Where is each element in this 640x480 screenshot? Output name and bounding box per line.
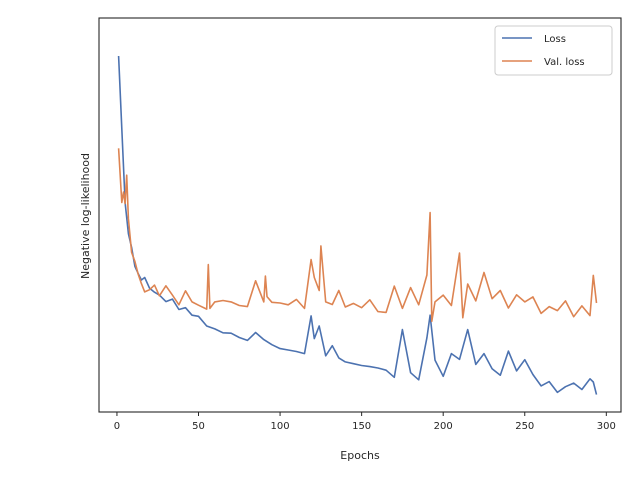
series-line-val-loss [117,148,598,323]
x-tick-label: 50 [192,421,205,432]
x-tick-label: 150 [352,421,371,432]
y-axis-label: Negative log-likelihood [79,153,92,279]
series-layer [117,55,598,395]
x-axis-label: Epochs [340,449,380,462]
x-tick-label: 250 [515,421,534,432]
x-axis-ticks: 0 50 100 150 200 250 300 [114,412,616,432]
series-line-loss [117,55,598,395]
legend: Loss Val. loss [494,25,613,76]
legend-label-loss: Loss [544,34,566,45]
legend-label-val-loss: Val. loss [544,57,585,68]
x-tick-label: 200 [434,421,453,432]
axes-frame [98,17,622,413]
x-tick-label: 300 [597,421,616,432]
x-tick-label: 100 [271,421,290,432]
plot-area [99,18,621,412]
x-tick-label: 0 [114,421,120,432]
